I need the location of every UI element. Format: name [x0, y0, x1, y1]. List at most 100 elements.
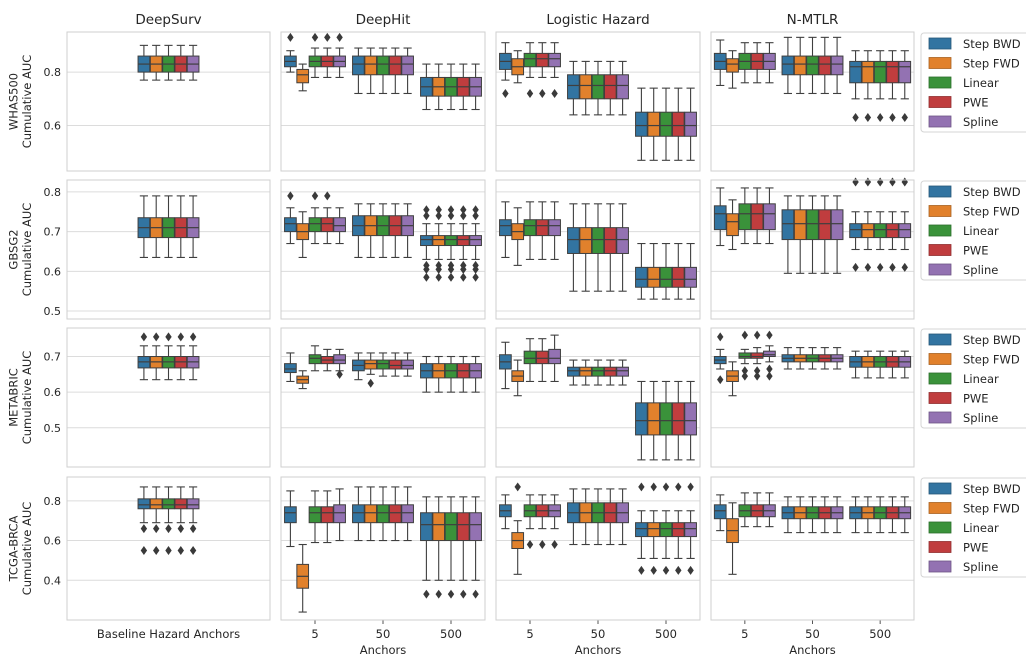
box-whas500-logistic-hazard-50-pwe — [603, 74, 617, 100]
outlier-whas500-deephit-5-pwe — [324, 32, 331, 42]
legend-label-pwe: PWE — [963, 244, 989, 258]
outlier-gbsg2-n-mtlr-500-linear — [876, 262, 884, 272]
outlier-whas500-deephit-5-linear — [311, 32, 319, 42]
box-whas500-logistic-hazard-500-linear — [659, 111, 673, 137]
box-metabric-n-mtlr-5-linear — [738, 352, 752, 359]
outlier-gbsg2-deephit-500-step-bwd — [423, 264, 430, 274]
x-tick-label-tcga-brca-logistic-hazard-50: 50 — [591, 627, 606, 641]
outlier-metabric-n-mtlr-5-linear — [741, 371, 749, 381]
column-title-logistic-hazard: Logistic Hazard — [546, 12, 649, 28]
box-gbsg2-n-mtlr-500-step-fwd — [861, 223, 875, 239]
box-gbsg2-logistic-hazard-500-step-bwd — [635, 266, 648, 288]
outlier-gbsg2-n-mtlr-500-spline — [901, 262, 908, 272]
panel-frame-gbsg2-deephit — [280, 179, 486, 320]
box-gbsg2-logistic-hazard-500-spline — [684, 266, 697, 288]
y-axis-label-dataset: WHAS500 — [7, 73, 21, 130]
legend-swatch-pwe — [928, 392, 952, 404]
outlier-gbsg2-deephit-5-linear — [311, 191, 319, 201]
panel-frame-tcga-brca-logistic-hazard — [495, 476, 701, 621]
box-tcga-brca-n-mtlr-5-step-bwd — [713, 504, 727, 520]
x-tick-label-tcga-brca-logistic-hazard-500: 500 — [655, 627, 677, 641]
x-tick-label-tcga-brca-n-mtlr-5: 5 — [741, 627, 748, 641]
outlier-gbsg2-deephit-500-linear — [447, 205, 455, 215]
box-gbsg2-n-mtlr-5-step-bwd — [713, 205, 727, 231]
box-gbsg2-logistic-hazard-500-pwe — [671, 266, 685, 288]
outlier-gbsg2-deephit-500-step-fwd — [435, 211, 442, 221]
legend-label-step-bwd: Step BWD — [963, 185, 1021, 199]
box-metabric-logistic-hazard-500-pwe — [671, 402, 685, 436]
outlier-tcga-brca-logistic-hazard-500-pwe — [675, 482, 682, 492]
outlier-metabric-n-mtlr-5-spline — [766, 364, 773, 374]
box-metabric-logistic-hazard-5-pwe — [535, 350, 549, 365]
outlier-metabric-deepsurv-all-spline — [189, 332, 197, 342]
outlier-whas500-n-mtlr-500-step-bwd — [852, 113, 859, 123]
outlier-tcga-brca-deephit-500-step-fwd — [435, 589, 442, 599]
outlier-tcga-brca-logistic-hazard-500-step-fwd — [650, 565, 657, 575]
y-axis-label-dataset: GBSG2 — [7, 229, 21, 269]
box-gbsg2-deephit-5-spline — [333, 217, 346, 233]
panel-frame-whas500-deepsurv — [66, 31, 271, 172]
box-metabric-logistic-hazard-500-step-fwd — [647, 402, 661, 436]
outlier-gbsg2-deephit-500-pwe — [460, 264, 467, 274]
box-metabric-deephit-50-linear — [376, 359, 390, 370]
outlier-gbsg2-deephit-500-pwe — [460, 211, 467, 221]
box-gbsg2-logistic-hazard-50-step-fwd — [579, 227, 593, 254]
box-tcga-brca-deephit-500-spline — [469, 512, 482, 542]
box-whas500-n-mtlr-500-step-bwd — [849, 60, 862, 84]
y-tick-label-metabric: 0.5 — [44, 422, 62, 435]
box-whas500-deephit-50-spline — [401, 55, 414, 76]
legend-swatch-pwe — [928, 541, 952, 553]
y-tick-label-gbsg2: 0.7 — [44, 226, 62, 239]
outlier-metabric-deephit-5-spline — [336, 369, 343, 379]
outlier-metabric-n-mtlr-5-spline — [766, 371, 773, 381]
box-metabric-logistic-hazard-50-spline — [616, 366, 629, 377]
outlier-tcga-brca-deepsurv-all-linear — [165, 524, 172, 534]
legend-label-linear: Linear — [963, 224, 999, 238]
panel-frame-metabric-logistic-hazard — [495, 327, 701, 468]
box-tcga-brca-deepsurv-all-step-fwd — [149, 498, 163, 510]
outlier-tcga-brca-logistic-hazard-500-spline — [687, 565, 694, 575]
outlier-gbsg2-deephit-500-spline — [472, 211, 479, 221]
y-tick-label-tcga-brca: 0.6 — [44, 535, 62, 548]
box-tcga-brca-logistic-hazard-500-linear — [659, 522, 673, 538]
panel-frame-tcga-brca-n-mtlr — [710, 476, 915, 621]
outlier-tcga-brca-deepsurv-all-step-bwd — [140, 546, 148, 555]
box-metabric-deephit-50-pwe — [388, 359, 402, 370]
box-metabric-deephit-50-spline — [401, 359, 414, 370]
legend-swatch-step-bwd — [928, 333, 952, 346]
x-tick-label-tcga-brca-logistic-hazard-5: 5 — [526, 627, 533, 641]
outlier-gbsg2-deephit-500-pwe — [460, 272, 467, 282]
box-gbsg2-logistic-hazard-50-pwe — [603, 227, 617, 254]
y-tick-label-whas500: 0.8 — [44, 66, 62, 79]
legend-swatch-linear — [928, 76, 952, 89]
legend-label-step-bwd: Step BWD — [963, 333, 1021, 347]
outlier-metabric-deepsurv-all-pwe — [177, 332, 184, 342]
legend-swatch-step-fwd — [928, 205, 952, 217]
box-gbsg2-deephit-500-pwe — [456, 235, 470, 247]
box-tcga-brca-deephit-5-linear — [308, 506, 322, 524]
x-tick-label-tcga-brca-deephit-50: 50 — [376, 627, 391, 641]
outlier-gbsg2-deephit-500-linear — [447, 211, 455, 221]
legend-swatch-step-fwd — [928, 502, 952, 514]
outlier-gbsg2-n-mtlr-500-pwe — [889, 262, 896, 272]
legend-swatch-linear — [928, 521, 952, 534]
box-whas500-logistic-hazard-50-step-bwd — [567, 74, 580, 100]
box-gbsg2-deephit-500-step-fwd — [432, 235, 446, 247]
box-gbsg2-n-mtlr-500-spline — [898, 223, 912, 239]
panel-frame-tcga-brca-deephit — [280, 476, 486, 621]
box-whas500-n-mtlr-500-step-fwd — [861, 60, 875, 84]
panel-frame-metabric-deephit — [280, 327, 486, 468]
outlier-tcga-brca-deephit-500-spline — [472, 589, 479, 599]
outlier-tcga-brca-logistic-hazard-500-step-bwd — [638, 482, 645, 492]
box-gbsg2-logistic-hazard-500-step-fwd — [647, 266, 661, 288]
panel-frame-gbsg2-n-mtlr — [710, 179, 915, 320]
box-gbsg2-logistic-hazard-50-step-bwd — [567, 227, 580, 254]
column-title-n-mtlr: N-MTLR — [787, 12, 839, 28]
legend-label-pwe: PWE — [963, 541, 989, 555]
box-whas500-n-mtlr-5-step-fwd — [726, 58, 739, 73]
outlier-metabric-n-mtlr-5-pwe — [753, 330, 761, 340]
y-tick-label-tcga-brca: 0.8 — [44, 495, 62, 508]
box-whas500-logistic-hazard-500-pwe — [671, 111, 685, 137]
outlier-tcga-brca-deephit-500-step-bwd — [423, 589, 430, 599]
